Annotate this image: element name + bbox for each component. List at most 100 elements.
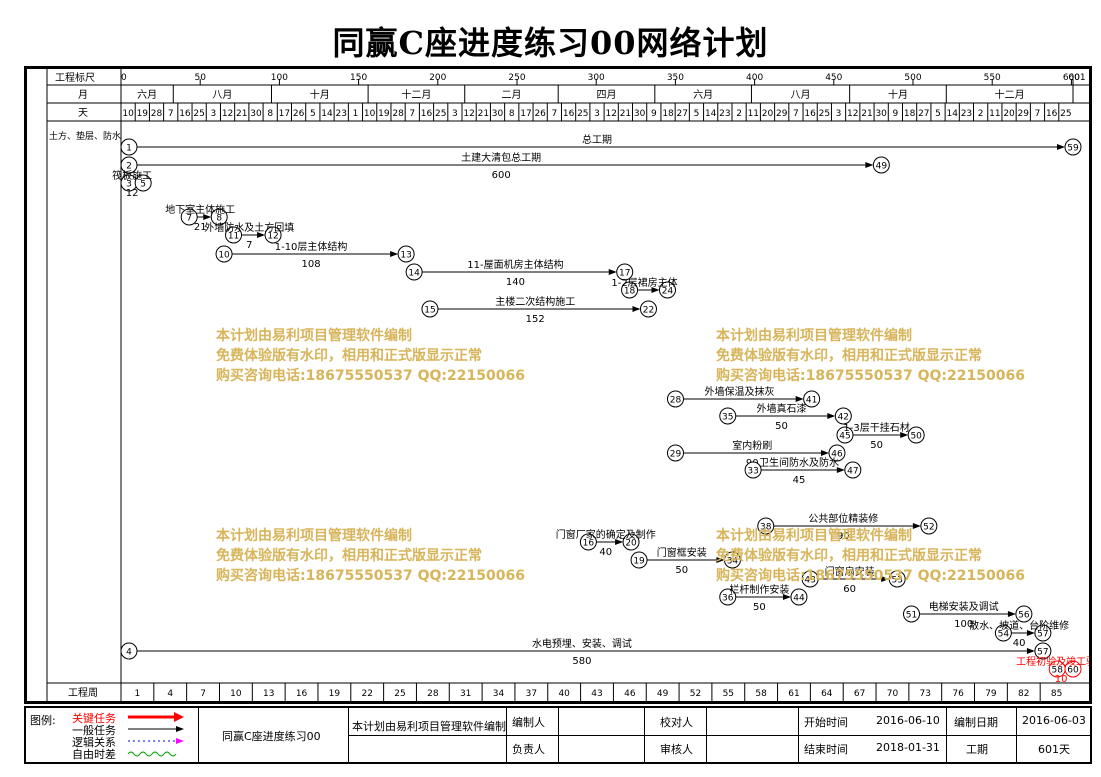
- day-label: 21: [236, 109, 247, 119]
- task-duration-t-accept: 10: [1055, 674, 1068, 685]
- day-label: 9: [893, 109, 899, 119]
- task-node: [120, 642, 138, 660]
- scale-tick-label: 300: [588, 73, 605, 83]
- task-node-number: 46: [831, 450, 843, 460]
- task-node-number: 17: [619, 269, 630, 279]
- day-label: 2: [736, 109, 742, 119]
- responsible-label: 负责人: [512, 743, 545, 756]
- task-node-number: 29: [670, 450, 682, 460]
- day-label: 3: [210, 109, 216, 119]
- task-arrowhead: [390, 251, 399, 257]
- scale-tick-label: 450: [825, 73, 842, 83]
- day-label: 12: [463, 109, 474, 119]
- task-node-number: 24: [662, 287, 674, 297]
- task-node-number: 2: [126, 162, 132, 172]
- task-arrowhead: [795, 396, 804, 402]
- task-node-number: 36: [722, 594, 734, 604]
- task-node-number: 20: [625, 539, 637, 549]
- task-node: [744, 461, 762, 479]
- day-label: 7: [793, 109, 799, 119]
- day-label: 16: [179, 109, 191, 119]
- task-node: [666, 390, 684, 408]
- task-arrowhead: [1057, 144, 1065, 150]
- day-label: 21: [478, 109, 489, 119]
- task-arrowhead: [716, 557, 725, 563]
- task-duration-t-water: 580: [572, 656, 591, 667]
- task-arrowhead: [782, 594, 791, 600]
- task-arrowhead: [1007, 611, 1016, 617]
- task-duration-t-wall: 7: [246, 240, 252, 251]
- day-label: 8: [267, 109, 273, 119]
- task-duration-t-road: 40: [1013, 638, 1026, 649]
- scale-tick-label: 0: [121, 73, 127, 83]
- task-node: [836, 426, 854, 444]
- task-node-number: 1: [126, 144, 132, 154]
- task-node: [215, 245, 233, 263]
- task-duration-t-fit: 90: [837, 531, 850, 542]
- legend-float: 自由时差: [72, 748, 116, 761]
- task-name-t-civil: 土建大清包总工期: [461, 151, 541, 164]
- day-label: 19: [137, 109, 149, 119]
- task-node-number: 12: [267, 232, 278, 242]
- task-node: [579, 533, 597, 551]
- week-label: 22: [361, 689, 372, 699]
- day-label: 27: [918, 109, 929, 119]
- month-label: 四月: [597, 89, 617, 101]
- week-label: 13: [263, 689, 274, 699]
- task-node: [907, 426, 925, 444]
- task-node: [621, 281, 639, 299]
- day-row-label: 天: [78, 108, 88, 119]
- task-node-number: 16: [583, 539, 595, 549]
- task-node-number: 44: [793, 594, 805, 604]
- month-label: 八月: [791, 89, 811, 101]
- task-duration-t-base: 21: [194, 222, 207, 233]
- week-label: 49: [657, 689, 669, 699]
- task-node: [421, 300, 439, 318]
- task-node-number: 54: [998, 630, 1010, 640]
- day-label: 14: [321, 109, 333, 119]
- task-arrowhead: [257, 232, 266, 238]
- day-label: 30: [250, 109, 262, 119]
- day-label: 17: [520, 109, 531, 119]
- task-name-t-roof: 11-屋面机房主体结构: [467, 258, 563, 271]
- task-node-number: 13: [400, 251, 411, 261]
- task-node-number: 49: [876, 162, 888, 172]
- task-name-t-glass: 门窗扇安装: [825, 565, 875, 578]
- task-arrowhead: [1026, 630, 1035, 636]
- task-node: [828, 444, 846, 462]
- week-label: 46: [624, 689, 636, 699]
- week-label: 25: [394, 689, 405, 699]
- task-name-t-wall: 外墙防水及土方回填: [204, 221, 294, 234]
- task-duration-t-roof: 140: [506, 277, 525, 288]
- compile-date-value: 2016-06-03: [1022, 714, 1086, 727]
- task-arrowhead: [827, 413, 836, 419]
- task-node: [405, 263, 423, 281]
- day-label: 20: [762, 109, 774, 119]
- task-name-t-road: 散水、坡道、台阶维修: [969, 619, 1069, 632]
- day-label: 30: [875, 109, 887, 119]
- month-label: 十月: [310, 88, 330, 101]
- task-node-number: 35: [722, 413, 733, 423]
- task-duration-t-glass: 60: [843, 584, 856, 595]
- task-arrowhead: [608, 269, 617, 275]
- task-node: [801, 570, 819, 588]
- week-label: 82: [1018, 689, 1029, 699]
- task-node: [639, 300, 657, 318]
- week-label: 85: [1051, 689, 1062, 699]
- scale-tick-label: 350: [667, 73, 684, 83]
- day-label: 26: [534, 109, 546, 119]
- scale-row-label: 工程标尺: [55, 72, 95, 84]
- week-label: 70: [887, 689, 899, 699]
- week-label: 40: [558, 689, 570, 699]
- task-name-t-toilet: 卫生间防水及防水: [759, 456, 839, 469]
- task-duration-t-rail: 50: [753, 602, 766, 613]
- day-label: 29: [1018, 109, 1030, 119]
- task-name-t-plaster: 外墙保温及抹灰: [705, 385, 775, 398]
- task-node-number: 51: [906, 611, 917, 621]
- day-label: 28: [392, 109, 404, 119]
- day-label: 25: [819, 109, 830, 119]
- task-node-number: 5: [140, 180, 146, 190]
- task-node-number: 18: [624, 287, 636, 297]
- day-label: 21: [620, 109, 631, 119]
- task-node: [120, 156, 138, 174]
